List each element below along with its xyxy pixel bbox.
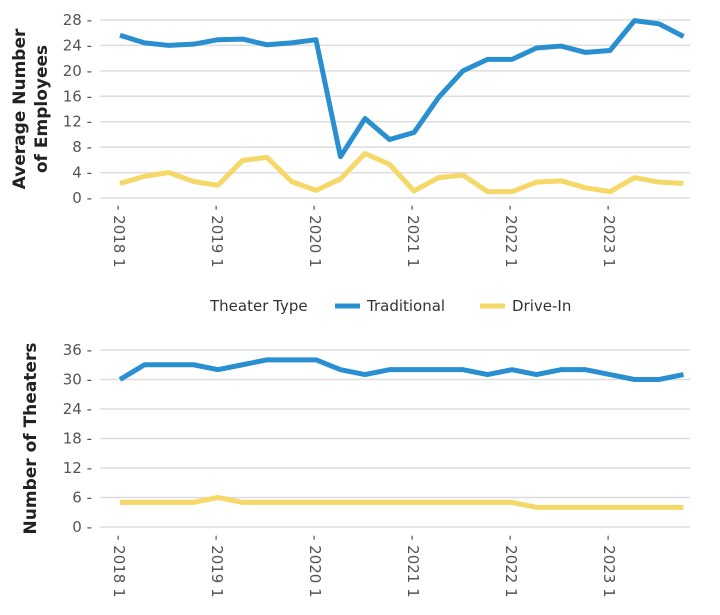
y-axis-label: of Employees: [32, 45, 52, 173]
x-tick-label: - 2019 1: [208, 205, 226, 268]
y-tick-label: 4 -: [72, 164, 92, 182]
y-axis-label: Average Number: [10, 28, 30, 189]
x-tick-label: - 2019 1: [208, 535, 226, 598]
y-tick-label: 24 -: [63, 36, 92, 54]
y-tick-label: 30 -: [63, 371, 92, 389]
y-tick-label: 6 -: [72, 489, 92, 507]
y-tick-label: 12 -: [63, 459, 92, 477]
chart-panel-1: 0 - 4 - 8 - 12 - 16 - 20 - 24 - 28 - - 2018 1 - 2…: [10, 11, 690, 268]
x-tick-label: - 2020 1: [306, 205, 324, 268]
x-tick-label: - 2018 1: [110, 535, 128, 598]
y-tick-label: 0 -: [72, 518, 92, 536]
x-tick-label: - 2022 1: [502, 205, 520, 268]
series-line-traditional: [118, 357, 684, 382]
y-tick-label: 36 -: [63, 341, 92, 359]
x-tick-label: - 2021 1: [404, 205, 422, 268]
y-tick-label: 20 -: [63, 62, 92, 80]
y-tick-label: 28 -: [63, 11, 92, 29]
x-tick-label: - 2018 1: [110, 205, 128, 268]
series-line-drive-in: [120, 495, 684, 510]
y-axis-label: Number of Theaters: [21, 343, 41, 535]
x-tick-label: - 2021 1: [404, 535, 422, 598]
legend: Theater Type Traditional Drive-In: [209, 297, 571, 315]
x-tick-label: - 2023 1: [600, 205, 618, 268]
y-tick-label: 12 -: [63, 113, 92, 131]
x-tick-label: - 2022 1: [502, 535, 520, 598]
y-tick-label: 0 -: [72, 189, 92, 207]
legend-label-drive-in: Drive-In: [512, 297, 571, 315]
legend-title: Theater Type: [209, 297, 308, 315]
y-tick-label: 18 -: [63, 430, 92, 448]
series-line-drive-in: [119, 151, 684, 195]
legend-label-traditional: Traditional: [366, 297, 445, 315]
y-tick-label: 16 -: [63, 87, 92, 105]
chart-panel-2: 0 - 6 - 12 - 18 - 24 - 30 - 36 - - 2018 1 - 2019…: [21, 341, 690, 598]
x-tick-label: - 2020 1: [306, 535, 324, 598]
y-tick-label: 8 -: [72, 138, 92, 156]
x-tick-label: - 2023 1: [600, 535, 618, 598]
series-line-traditional: [119, 18, 685, 160]
y-tick-label: 24 -: [63, 400, 92, 418]
